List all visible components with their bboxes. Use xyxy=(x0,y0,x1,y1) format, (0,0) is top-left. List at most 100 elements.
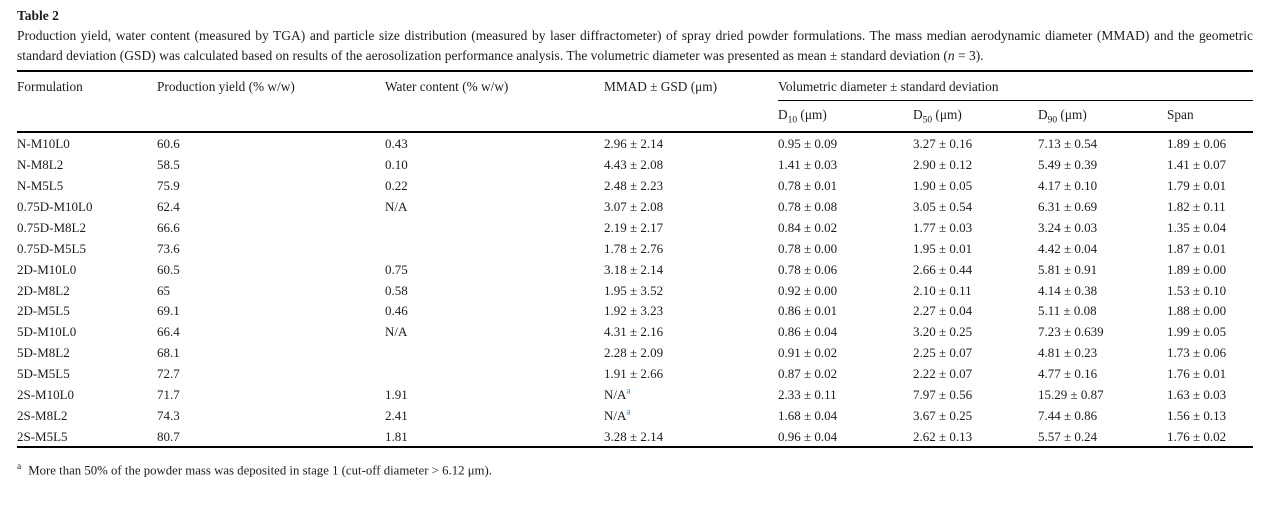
col-header-span: Span xyxy=(1167,100,1254,134)
cell-mmad: 2.28 ± 2.09 xyxy=(604,345,664,361)
cell-yield: 74.3 xyxy=(157,407,180,423)
cell-mmad: 2.48 ± 2.23 xyxy=(604,178,664,194)
cell-span: 1.87 ± 0.01 xyxy=(1167,240,1227,256)
col-header-d10: D10 (μm) xyxy=(778,100,913,134)
cell-mmad: 1.92 ± 3.23 xyxy=(604,303,664,319)
cell-yield: 58.5 xyxy=(157,157,180,173)
cell-d50: 2.25 ± 0.07 xyxy=(913,345,973,361)
cell-water: 0.22 xyxy=(385,178,408,194)
table-row: 0.75D-M5L5 73.6 1.78 ± 2.76 0.78 ± 0.00 1.95… xyxy=(17,238,1253,259)
cell-water: N/A xyxy=(385,324,408,340)
col-group-header-volumetric-diameter: Volumetric diameter ± standard deviation xyxy=(778,70,1254,101)
cell-d10: 0.86 ± 0.04 xyxy=(778,324,838,340)
cell-d50: 1.95 ± 0.01 xyxy=(913,240,973,256)
table-row: N-M10L0 60.6 0.43 2.96 ± 2.14 0.95 ± 0.09 3.2… xyxy=(17,132,1253,154)
cell-d50: 2.22 ± 0.07 xyxy=(913,366,973,382)
cell-d50: 7.97 ± 0.56 xyxy=(913,386,973,402)
cell-water: 0.58 xyxy=(385,282,408,298)
cell-water: 1.91 xyxy=(385,386,408,402)
cell-span: 1.56 ± 0.13 xyxy=(1167,407,1227,423)
cell-yield: 66.6 xyxy=(157,219,180,235)
cell-mmad: 1.95 ± 3.52 xyxy=(604,282,664,298)
cell-d50: 3.27 ± 0.16 xyxy=(913,136,973,152)
table-body: N-M10L0 60.6 0.43 2.96 ± 2.14 0.95 ± 0.09 3.2… xyxy=(17,132,1253,447)
cell-yield: 62.4 xyxy=(157,199,180,215)
col-header-formulation: Formulation xyxy=(17,70,157,134)
cell-formulation: 0.75D-M10L0 xyxy=(17,199,93,215)
cell-water: 0.46 xyxy=(385,303,408,319)
cell-d50: 3.67 ± 0.25 xyxy=(913,407,973,423)
table-row: N-M8L2 58.5 0.10 4.43 ± 2.08 1.41 ± 0.03 2.90… xyxy=(17,154,1253,175)
caption-text-end: = 3). xyxy=(954,48,984,64)
cell-formulation: 2S-M8L2 xyxy=(17,407,68,423)
cell-mmad: 2.19 ± 2.17 xyxy=(604,219,664,235)
table-row: 0.75D-M10L0 62.4 N/A 3.07 ± 2.08 0.78 ± 0.08… xyxy=(17,196,1253,217)
cell-d90: 7.23 ± 0.639 xyxy=(1038,324,1104,340)
cell-mmad: 4.31 ± 2.16 xyxy=(604,324,664,340)
cell-d10: 0.78 ± 0.01 xyxy=(778,178,838,194)
cell-d10: 1.68 ± 0.04 xyxy=(778,407,838,423)
col-header-mmad-gsd: MMAD ± GSD (μm) xyxy=(604,70,778,134)
table-header: Formulation Production yield (% w/w) Wat… xyxy=(17,70,1254,134)
cell-d90: 5.57 ± 0.24 xyxy=(1038,428,1098,444)
cell-mmad: N/Aa xyxy=(604,386,631,402)
footnote-text: More than 50% of the powder mass was dep… xyxy=(28,463,492,478)
col-header-d50: D50 (μm) xyxy=(913,100,1038,134)
cell-d10: 0.96 ± 0.04 xyxy=(778,428,838,444)
cell-formulation: N-M8L2 xyxy=(17,157,64,173)
cell-span: 1.99 ± 0.05 xyxy=(1167,324,1227,340)
table-row: 5D-M10L0 66.4 N/A 4.31 ± 2.16 0.86 ± 0.04 3.2… xyxy=(17,321,1253,342)
cell-d50: 3.20 ± 0.25 xyxy=(913,324,973,340)
col-header-water-content: Water content (% w/w) xyxy=(385,70,604,134)
cell-d90: 15.29 ± 0.87 xyxy=(1038,386,1104,402)
table-row: 2D-M10L0 60.5 0.75 3.18 ± 2.14 0.78 ± 0.06 2.… xyxy=(17,259,1253,280)
cell-water xyxy=(385,342,604,363)
cell-span: 1.89 ± 0.06 xyxy=(1167,136,1227,152)
cell-yield: 66.4 xyxy=(157,324,180,340)
cell-formulation: N-M10L0 xyxy=(17,136,70,152)
cell-water xyxy=(385,238,604,259)
cell-d50: 2.27 ± 0.04 xyxy=(913,303,973,319)
cell-yield: 80.7 xyxy=(157,428,180,444)
cell-d90: 5.81 ± 0.91 xyxy=(1038,261,1098,277)
cell-water: 0.43 xyxy=(385,136,408,152)
cell-d90: 4.81 ± 0.23 xyxy=(1038,345,1098,361)
cell-water: 0.10 xyxy=(385,157,408,173)
cell-span: 1.41 ± 0.07 xyxy=(1167,157,1227,173)
table-row: 0.75D-M8L2 66.6 2.19 ± 2.17 0.84 ± 0.02 1.77… xyxy=(17,217,1253,238)
cell-d10: 0.78 ± 0.06 xyxy=(778,261,838,277)
cell-water: 0.75 xyxy=(385,261,408,277)
footnote-marker-a: a xyxy=(17,462,22,473)
footnote-marker-link[interactable]: a xyxy=(626,407,631,418)
table-row: 5D-M8L2 68.1 2.28 ± 2.09 0.91 ± 0.02 2.25 ± … xyxy=(17,342,1253,363)
cell-d90: 4.17 ± 0.10 xyxy=(1038,178,1098,194)
data-table: Formulation Production yield (% w/w) Wat… xyxy=(17,69,1254,449)
cell-d90: 4.77 ± 0.16 xyxy=(1038,366,1098,382)
cell-water: 1.81 xyxy=(385,428,408,444)
cell-d10: 0.92 ± 0.00 xyxy=(778,282,838,298)
table-row: 2D-M5L5 69.1 0.46 1.92 ± 3.23 0.86 ± 0.01 2.2… xyxy=(17,300,1253,321)
cell-yield: 60.6 xyxy=(157,136,180,152)
cell-water xyxy=(385,217,604,238)
cell-span: 1.79 ± 0.01 xyxy=(1167,178,1227,194)
cell-d10: 0.95 ± 0.09 xyxy=(778,136,838,152)
cell-d50: 1.90 ± 0.05 xyxy=(913,178,973,194)
subscript-50: 50 xyxy=(922,115,933,126)
cell-span: 1.88 ± 0.00 xyxy=(1167,303,1227,319)
cell-span: 1.76 ± 0.02 xyxy=(1167,428,1227,444)
table-row: 5D-M5L5 72.7 1.91 ± 2.66 0.87 ± 0.02 2.22 ± … xyxy=(17,363,1253,384)
cell-mmad: N/Aa xyxy=(604,407,631,423)
cell-d90: 7.44 ± 0.86 xyxy=(1038,407,1098,423)
table-caption: Production yield, water content (measure… xyxy=(17,26,1253,67)
cell-d90: 7.13 ± 0.54 xyxy=(1038,136,1098,152)
cell-mmad: 3.28 ± 2.14 xyxy=(604,428,664,444)
cell-formulation: 2S-M5L5 xyxy=(17,428,68,444)
cell-yield: 71.7 xyxy=(157,386,180,402)
cell-mmad: 1.78 ± 2.76 xyxy=(604,240,664,256)
footnote-marker-link[interactable]: a xyxy=(626,386,631,397)
table-row: N-M5L5 75.9 0.22 2.48 ± 2.23 0.78 ± 0.01 1.90… xyxy=(17,175,1253,196)
cell-d90: 4.14 ± 0.38 xyxy=(1038,282,1098,298)
cell-d50: 2.10 ± 0.11 xyxy=(913,282,972,298)
cell-formulation: 2S-M10L0 xyxy=(17,386,75,402)
cell-d10: 0.86 ± 0.01 xyxy=(778,303,838,319)
